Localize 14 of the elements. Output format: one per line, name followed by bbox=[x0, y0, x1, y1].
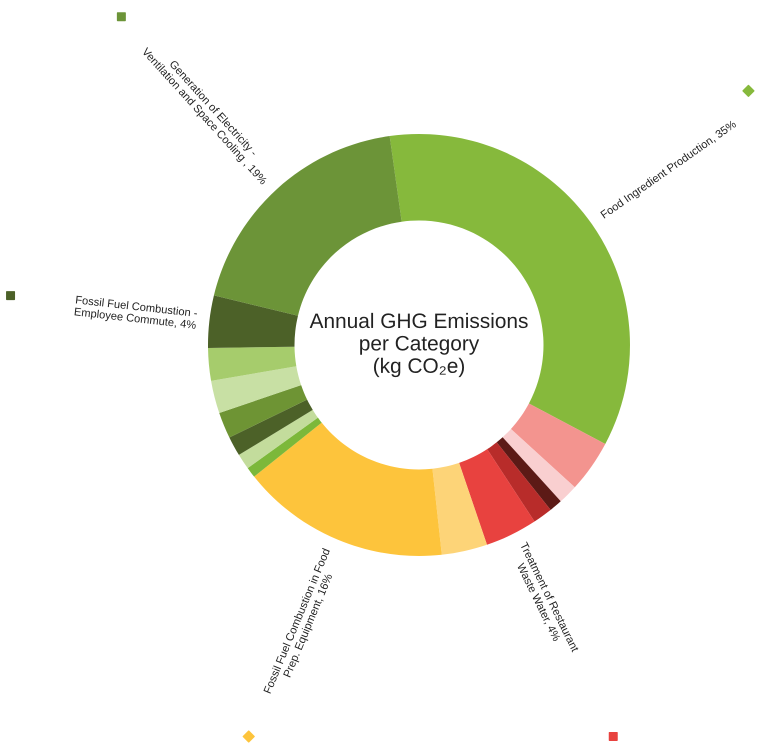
donut-slice bbox=[229, 400, 313, 455]
donut-slice bbox=[502, 428, 575, 502]
donut-slice bbox=[208, 346, 296, 381]
slice-label: Fossil Fuel Combustion - Employee Commute, 4% bbox=[74, 295, 198, 332]
donut-slice bbox=[211, 366, 302, 413]
donut-slice bbox=[208, 295, 298, 348]
text: Annual GHG Emissions per Category (kg CO₂e) bbox=[310, 312, 528, 378]
donut-slice bbox=[510, 403, 606, 488]
donut-slice bbox=[248, 418, 322, 477]
donut-slice bbox=[432, 462, 487, 555]
donut-slice bbox=[219, 385, 308, 438]
donut-slice bbox=[487, 442, 551, 522]
donut-slice bbox=[496, 437, 561, 510]
donut-slice bbox=[238, 410, 318, 468]
